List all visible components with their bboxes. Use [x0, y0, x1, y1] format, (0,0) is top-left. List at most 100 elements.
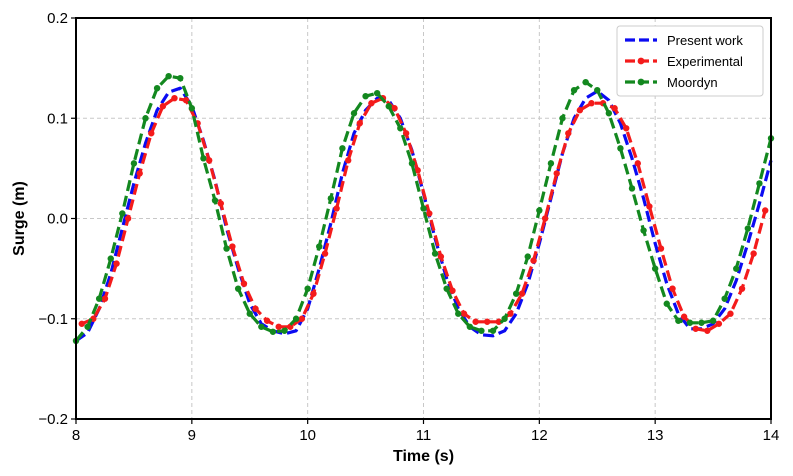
legend-entry: Present work [625, 33, 743, 48]
data-point [171, 95, 178, 102]
data-point [223, 245, 230, 252]
data-point [547, 160, 555, 167]
data-point [524, 253, 531, 260]
data-point [501, 315, 508, 322]
data-point [744, 225, 752, 232]
data-point [211, 197, 219, 204]
y-tick-label: 0.1 [47, 110, 68, 127]
data-point [153, 84, 161, 92]
data-point [611, 105, 618, 112]
data-point [431, 250, 439, 257]
data-point [489, 327, 497, 334]
data-point [449, 287, 456, 294]
legend-label: Present work [667, 33, 743, 48]
data-point [339, 145, 346, 152]
data-point [397, 125, 404, 132]
data-point [472, 318, 479, 325]
x-tick-label: 13 [647, 427, 664, 444]
data-point [559, 115, 566, 122]
data-point [623, 125, 630, 132]
data-point [657, 245, 665, 252]
data-point [443, 285, 450, 292]
data-point [263, 317, 271, 324]
data-point [721, 295, 728, 302]
data-point [188, 105, 196, 112]
data-point [686, 319, 694, 326]
data-point [460, 310, 468, 317]
data-point [234, 285, 242, 292]
data-point [362, 92, 369, 100]
data-point [628, 185, 636, 192]
data-point [78, 320, 85, 327]
data-point [733, 265, 740, 272]
data-point [617, 145, 624, 152]
data-point [582, 78, 589, 86]
data-point [507, 310, 514, 317]
data-point [466, 323, 474, 330]
legend-box [616, 25, 764, 97]
data-point [675, 317, 682, 324]
data-point [738, 285, 746, 292]
data-point [373, 89, 381, 97]
data-point [206, 157, 213, 164]
data-point [275, 323, 282, 330]
data-point [680, 313, 688, 320]
data-point [310, 290, 317, 297]
data-point [530, 257, 537, 264]
data-point [200, 155, 207, 162]
y-axis-ticks: −0.2 −0.1 0.0 0.1 0.2 [38, 10, 76, 428]
data-point [576, 107, 584, 114]
y-tick-label: 0.0 [47, 211, 68, 228]
data-point [229, 243, 236, 250]
data-point [333, 205, 340, 212]
data-point [605, 110, 613, 117]
legend-swatch-marker [637, 57, 645, 65]
data-point [142, 115, 149, 122]
data-point [130, 160, 138, 167]
legend-label: Experimental [667, 54, 743, 69]
data-point [119, 210, 126, 217]
data-point [95, 295, 103, 302]
data-point [536, 207, 543, 214]
data-point [246, 310, 253, 317]
data-point [478, 327, 485, 334]
data-point [345, 157, 352, 164]
data-point [269, 328, 277, 335]
data-point [124, 215, 132, 222]
x-tick-label: 12 [531, 427, 548, 444]
data-point [762, 207, 769, 214]
data-point [455, 310, 462, 317]
data-point [484, 318, 491, 325]
data-point [136, 170, 143, 177]
data-point [750, 250, 757, 257]
series-line [81, 96, 767, 333]
data-point [148, 130, 155, 137]
data-point [553, 170, 560, 177]
data-point [298, 315, 306, 322]
legend: Present work Experimental Moordyn [616, 25, 764, 97]
x-axis-ticks: 8 9 10 11 12 13 14 [72, 419, 779, 444]
data-point [715, 320, 723, 327]
data-point [402, 130, 410, 137]
data-point [594, 86, 601, 94]
legend-label: Moordyn [667, 75, 718, 90]
data-point [698, 319, 705, 326]
data-point [437, 253, 445, 260]
data-point [217, 200, 224, 207]
data-point [165, 72, 172, 80]
data-point [327, 195, 335, 202]
y-axis-title: Surge (m) [11, 181, 28, 256]
x-tick-label: 8 [72, 427, 80, 444]
y-tick-label: 0.2 [47, 10, 68, 27]
data-point [113, 260, 120, 267]
data-point [646, 203, 653, 210]
legend-entry: Moordyn [625, 75, 718, 90]
series-moordyn [72, 72, 775, 345]
data-point [385, 103, 392, 110]
data-point [669, 285, 676, 292]
data-point [518, 290, 526, 297]
data-point [651, 265, 659, 272]
legend-entries: Present work Experimental Moordyn [625, 33, 743, 90]
x-tick-label: 11 [416, 427, 432, 444]
